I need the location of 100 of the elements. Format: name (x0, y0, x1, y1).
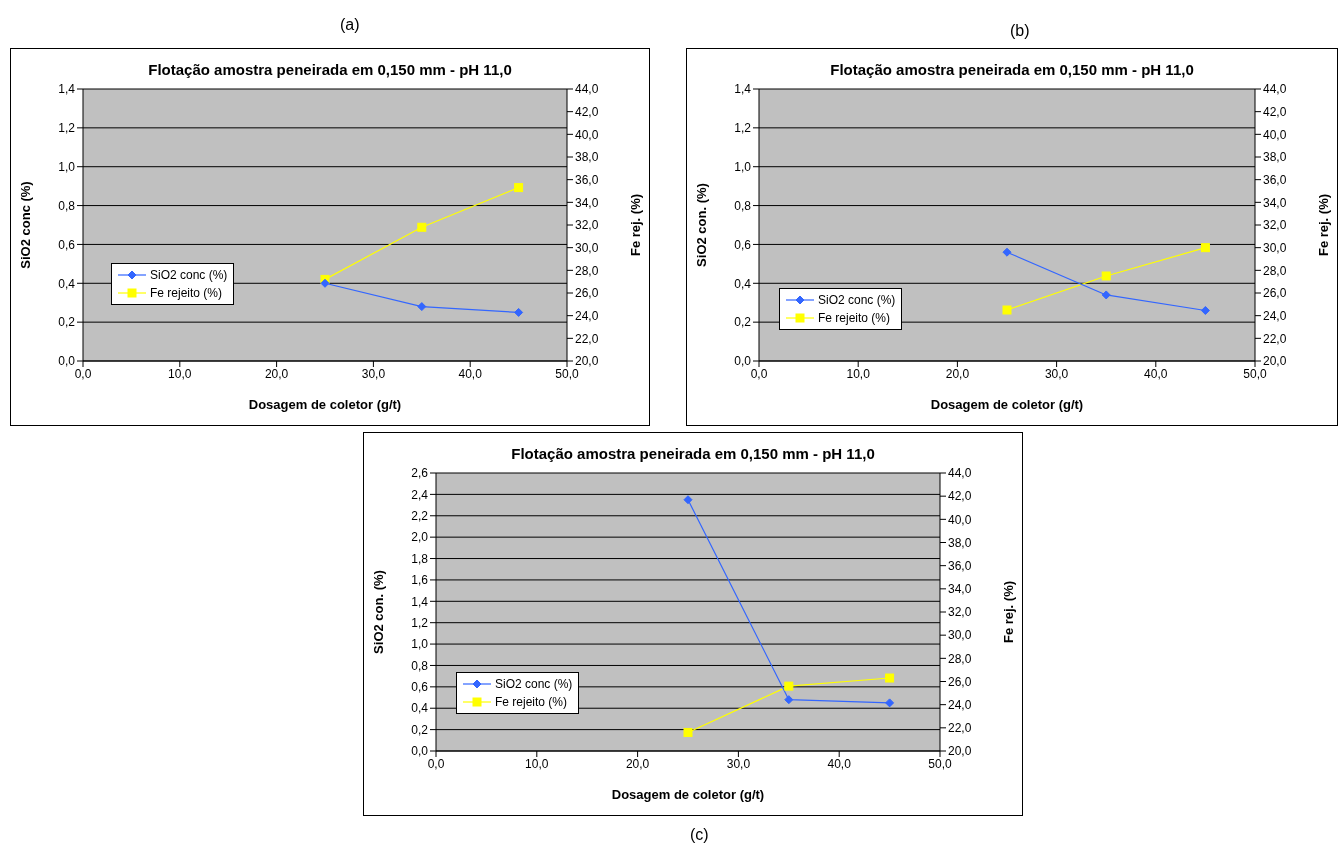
y-tick-label: 1,2 (411, 615, 429, 630)
y2-tick-label: 34,0 (1263, 195, 1287, 210)
y-tick-label: 0,4 (734, 276, 752, 291)
y2-tick-label: 30,0 (1263, 240, 1287, 255)
y-tick-label: 2,4 (411, 487, 429, 502)
y-tick-label: 0,0 (734, 354, 752, 369)
y2-tick-label: 42,0 (948, 489, 972, 504)
x-tick-label: 10,0 (846, 366, 871, 381)
y-tick-label: 0,6 (411, 680, 429, 695)
x-tick-label: 20,0 (264, 366, 289, 381)
x-tick-label: 40,0 (1144, 366, 1168, 381)
y-tick-label: 1,2 (734, 121, 752, 136)
legend-label: SiO2 conc (%) (150, 267, 228, 284)
y-tick-label: 0,0 (58, 354, 76, 369)
y2-tick-label: 26,0 (1263, 286, 1287, 301)
y2-tick-label: 20,0 (1263, 354, 1287, 369)
y-tick-label: 0,8 (411, 658, 429, 673)
chart-title: Flotação amostra peneirada em 0,150 mm - pH 11,0 (829, 61, 1195, 78)
y2-tick-label: 32,0 (575, 218, 599, 233)
y2-tick-label: 22,0 (948, 721, 972, 736)
y2-tick-label: 40,0 (575, 127, 599, 142)
legend-label: Fe rejeito (%) (150, 285, 223, 302)
point (320, 278, 330, 288)
x-tick-label: 50,0 (928, 756, 952, 771)
y2-tick-label: 44,0 (1263, 82, 1287, 97)
x-axis-title: Dosagem de coletor (g/t) (930, 397, 1084, 412)
y2-tick-label: 22,0 (575, 331, 599, 346)
x-axis-title: Dosagem de coletor (g/t) (248, 397, 402, 412)
y-tick-label: 1,4 (411, 594, 429, 609)
y-tick-label: 2,6 (411, 466, 429, 481)
y2-tick-label: 44,0 (948, 466, 972, 481)
chart-title: Flotação amostra peneirada em 0,150 mm - pH 11,0 (147, 61, 513, 78)
y2-tick-label: 40,0 (948, 512, 972, 527)
point (885, 698, 895, 708)
y2-tick-label: 28,0 (1263, 263, 1287, 278)
point (417, 222, 427, 232)
y2-tick-label: 28,0 (575, 263, 599, 278)
y2-tick-label: 24,0 (1263, 308, 1287, 323)
point (885, 673, 895, 683)
y2-tick-label: 36,0 (948, 558, 972, 573)
x-tick-label: 0,0 (750, 366, 768, 381)
y2-tick-label: 26,0 (948, 674, 972, 689)
y2-tick-label: 36,0 (575, 172, 599, 187)
text: (a) (340, 16, 360, 34)
y2-tick-label: 28,0 (948, 651, 972, 666)
y2-tick-label: 42,0 (575, 104, 599, 119)
x-tick-label: 10,0 (168, 366, 192, 381)
y2-axis-title: Fe rej. (%) (1000, 580, 1016, 644)
point (1002, 247, 1012, 257)
x-axis-title: Dosagem de coletor (g/t) (611, 787, 765, 802)
y2-tick-label: 24,0 (575, 308, 599, 323)
point (417, 302, 427, 312)
y-tick-label: 0,2 (411, 722, 429, 737)
y-axis-title: SiO2 con. (%) (693, 183, 709, 267)
y-tick-label: 0,4 (58, 276, 76, 291)
point (784, 681, 794, 691)
y-tick-label: 1,4 (734, 82, 752, 97)
y-tick-label: 1,0 (58, 159, 76, 174)
point (683, 495, 693, 505)
y2-tick-label: 26,0 (575, 286, 599, 301)
x-tick-label: 40,0 (458, 366, 483, 381)
point (1002, 305, 1012, 315)
y2-tick-label: 32,0 (948, 605, 972, 620)
y-tick-label: 0,6 (58, 237, 76, 252)
y-tick-label: 0,6 (734, 237, 752, 252)
legend-label: SiO2 conc (%) (818, 292, 896, 309)
x-tick-label: 20,0 (625, 756, 650, 771)
y2-tick-label: 34,0 (948, 582, 972, 597)
y2-tick-label: 20,0 (948, 744, 972, 759)
y2-tick-label: 32,0 (1263, 218, 1287, 233)
legend-label: Fe rejeito (%) (818, 310, 891, 327)
y2-tick-label: 34,0 (575, 195, 599, 210)
point (514, 307, 524, 317)
y2-tick-label: 24,0 (948, 697, 972, 712)
y-tick-label: 1,0 (734, 159, 752, 174)
x-tick-label: 20,0 (945, 366, 970, 381)
y-axis-title: SiO2 con. (%) (370, 570, 386, 654)
y2-tick-label: 38,0 (1263, 150, 1287, 165)
x-tick-label: 30,0 (1044, 366, 1069, 381)
y2-axis-title: Fe rej. (%) (1315, 193, 1331, 257)
y-tick-label: 2,2 (411, 509, 429, 524)
chart-title: Flotação amostra peneirada em 0,150 mm - pH 11,0 (510, 445, 876, 462)
text: (b) (1010, 22, 1030, 40)
y-tick-label: 1,4 (58, 82, 76, 97)
x-tick-label: 10,0 (525, 756, 549, 771)
y2-tick-label: 38,0 (575, 150, 599, 165)
x-tick-label: 0,0 (427, 756, 445, 771)
x-tick-label: 50,0 (555, 366, 579, 381)
y2-tick-label: 22,0 (1263, 331, 1287, 346)
point (1101, 271, 1111, 281)
y-tick-label: 0,8 (58, 198, 76, 213)
y2-tick-label: 30,0 (575, 240, 599, 255)
y-tick-label: 1,8 (411, 551, 429, 566)
y2-tick-label: 38,0 (948, 535, 972, 550)
legend-label: SiO2 conc (%) (495, 676, 573, 693)
y2-tick-label: 36,0 (1263, 172, 1287, 187)
y-tick-label: 0,0 (411, 744, 429, 759)
point (514, 183, 524, 193)
y2-tick-label: 44,0 (575, 82, 599, 97)
y2-tick-label: 42,0 (1263, 104, 1287, 119)
